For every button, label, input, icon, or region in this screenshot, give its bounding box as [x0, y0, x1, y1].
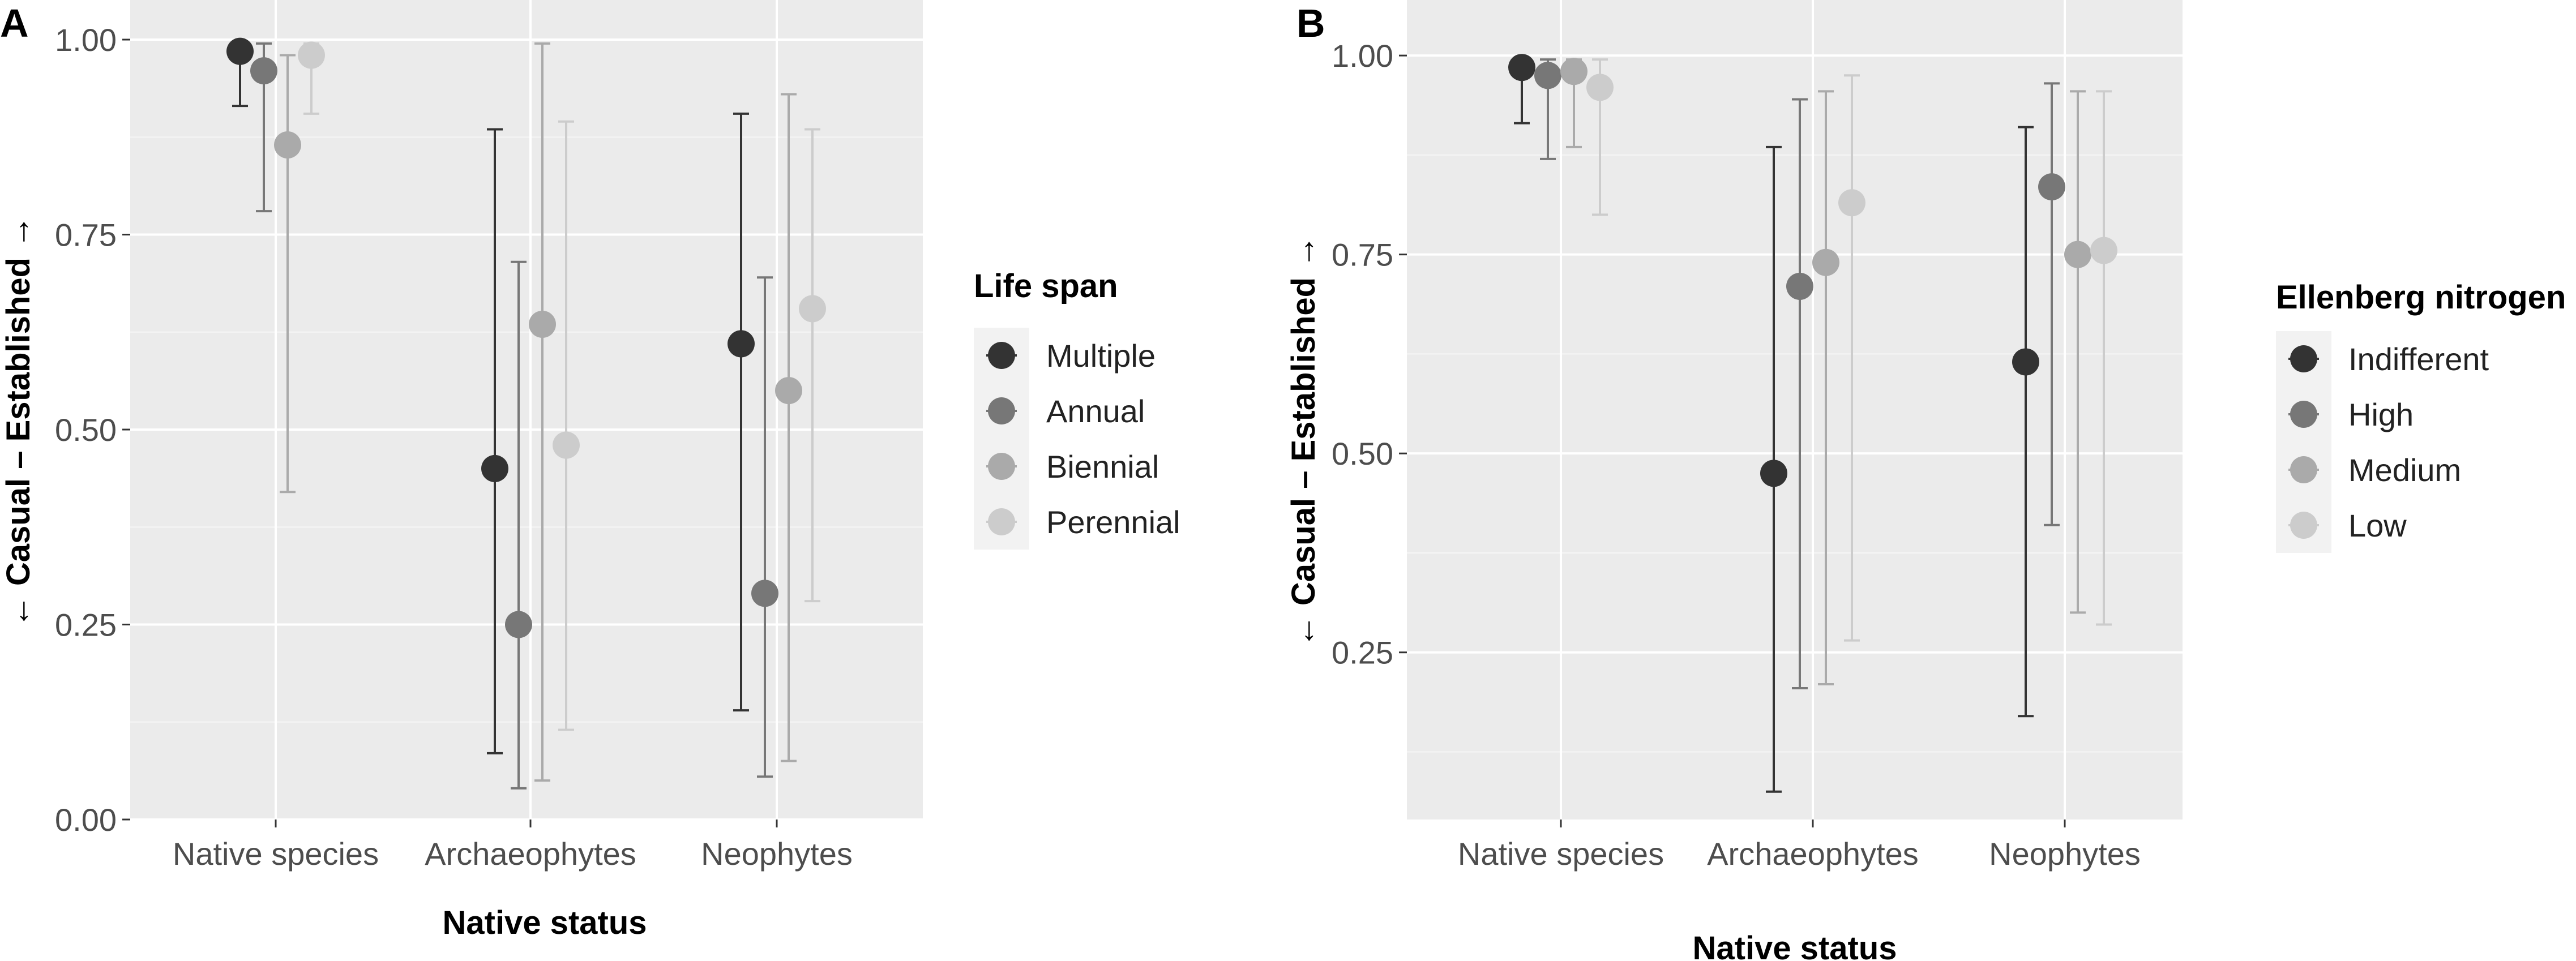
- data-point: [2064, 241, 2091, 268]
- y-tick-label: 1.00: [1332, 38, 1393, 74]
- panel-label: A: [0, 1, 29, 45]
- data-point: [1838, 189, 1865, 217]
- data-point: [2038, 173, 2065, 201]
- data-point: [481, 454, 508, 482]
- y-tick-label: 0.50: [1332, 436, 1393, 471]
- y-tick-label: 0.25: [1332, 635, 1393, 671]
- legend-label: Annual: [1046, 393, 1145, 429]
- data-point: [250, 57, 277, 85]
- data-point: [728, 330, 755, 358]
- legend-label: Biennial: [1046, 449, 1159, 484]
- data-point: [529, 310, 556, 338]
- data-point: [1760, 460, 1787, 487]
- panel-label: B: [1296, 1, 1325, 45]
- x-tick-label: Neophytes: [701, 836, 853, 872]
- legend-key-point: [988, 508, 1015, 535]
- data-point: [2012, 348, 2039, 376]
- y-tick-label: 0.75: [55, 217, 117, 253]
- x-tick-label: Archaeophytes: [425, 836, 636, 872]
- data-point: [274, 131, 301, 159]
- legend-label: Indifferent: [2348, 341, 2489, 377]
- legend-key-point: [988, 397, 1015, 424]
- x-axis-title: Native status: [1692, 930, 1897, 961]
- legend-label: Low: [2348, 508, 2407, 543]
- legend-key-point: [988, 342, 1015, 369]
- data-point: [1586, 74, 1614, 101]
- y-tick-label: 0.00: [55, 802, 117, 838]
- x-tick-label: Neophytes: [1989, 836, 2141, 872]
- plot-background: [130, 0, 923, 820]
- legend-label: High: [2348, 397, 2414, 432]
- panel-b: B 0.25 0.50 0.75 1.00 Native species Archaeoph…: [1285, 0, 2566, 961]
- plot-background: [1407, 0, 2183, 820]
- data-point: [799, 295, 826, 323]
- panel-a: A 0.00 0.25 0.50 0.75 1.00 Native species Archa…: [0, 0, 1180, 941]
- legend-key-point: [2290, 345, 2317, 372]
- data-point: [226, 37, 254, 65]
- data-point: [2090, 237, 2117, 264]
- y-tick-label: 0.50: [55, 412, 117, 448]
- data-point: [1534, 62, 1561, 89]
- legend-key-point: [2290, 512, 2317, 539]
- x-axis-title: Native status: [442, 904, 647, 941]
- data-point: [553, 431, 580, 459]
- y-tick-label: 0.75: [1332, 237, 1393, 273]
- data-point: [751, 580, 778, 607]
- legend-key-point: [988, 453, 1015, 480]
- legend-title: Ellenberg nitrogen: [2276, 279, 2566, 316]
- legend-label: Medium: [2348, 452, 2461, 488]
- legend-label: Multiple: [1046, 338, 1156, 374]
- x-tick-label: Native species: [1458, 836, 1664, 872]
- data-point: [1786, 272, 1813, 300]
- data-point: [298, 41, 325, 69]
- y-tick-label: 0.25: [55, 607, 117, 643]
- data-point: [1560, 58, 1587, 85]
- legend-key-point: [2290, 401, 2317, 428]
- y-axis-title: ← Casual – Established →: [1285, 235, 1322, 647]
- legend-key-point: [2290, 456, 2317, 483]
- data-point: [505, 611, 532, 638]
- legend-label: Perennial: [1046, 504, 1180, 540]
- x-tick-label: Archaeophytes: [1707, 836, 1919, 872]
- data-point: [1508, 54, 1535, 81]
- legend-title: Life span: [974, 268, 1118, 304]
- y-axis-title: ← Casual – Established →: [0, 216, 37, 628]
- y-tick-label: 1.00: [55, 22, 117, 58]
- data-point: [775, 377, 802, 405]
- data-point: [1812, 248, 1839, 276]
- x-tick-label: Native species: [173, 836, 379, 872]
